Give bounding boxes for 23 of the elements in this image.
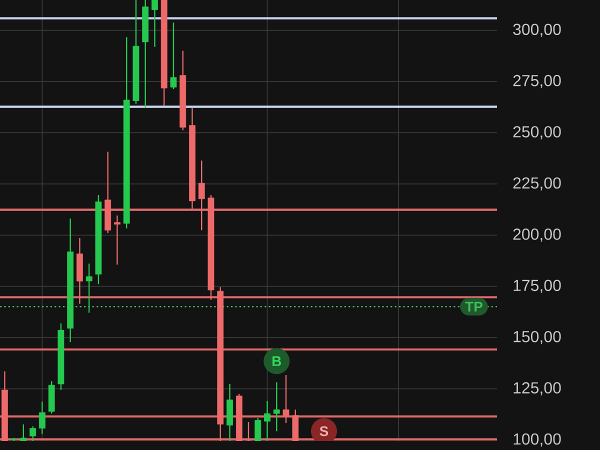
annotation: B [272,356,282,366]
y-tick-label: 150,00 [514,330,561,344]
candlestick [86,263,92,314]
candlestick [152,0,158,48]
candlestick [273,382,280,432]
annotation: S [320,426,328,436]
y-tick-label: 225,00 [513,177,561,191]
y-tick-label: 250,00 [513,126,561,140]
candlestick [38,401,46,435]
y-tick-label: 175,00 [514,280,561,293]
candlestick [282,374,290,424]
y-tick-label: 300,00 [513,24,561,37]
candlestick [198,160,205,231]
candlestick [114,214,120,266]
y-tick-label: 100,00 [514,433,561,447]
candlestick [170,22,177,90]
ref-line-label: TP [465,302,482,312]
candlestick [20,424,27,441]
y-tick-label: 275,00 [513,74,561,88]
candlestick [30,426,36,441]
y-tick-label: 125,00 [514,382,561,396]
y-tick-label: 200,00 [513,228,561,242]
candlestick [264,400,270,441]
